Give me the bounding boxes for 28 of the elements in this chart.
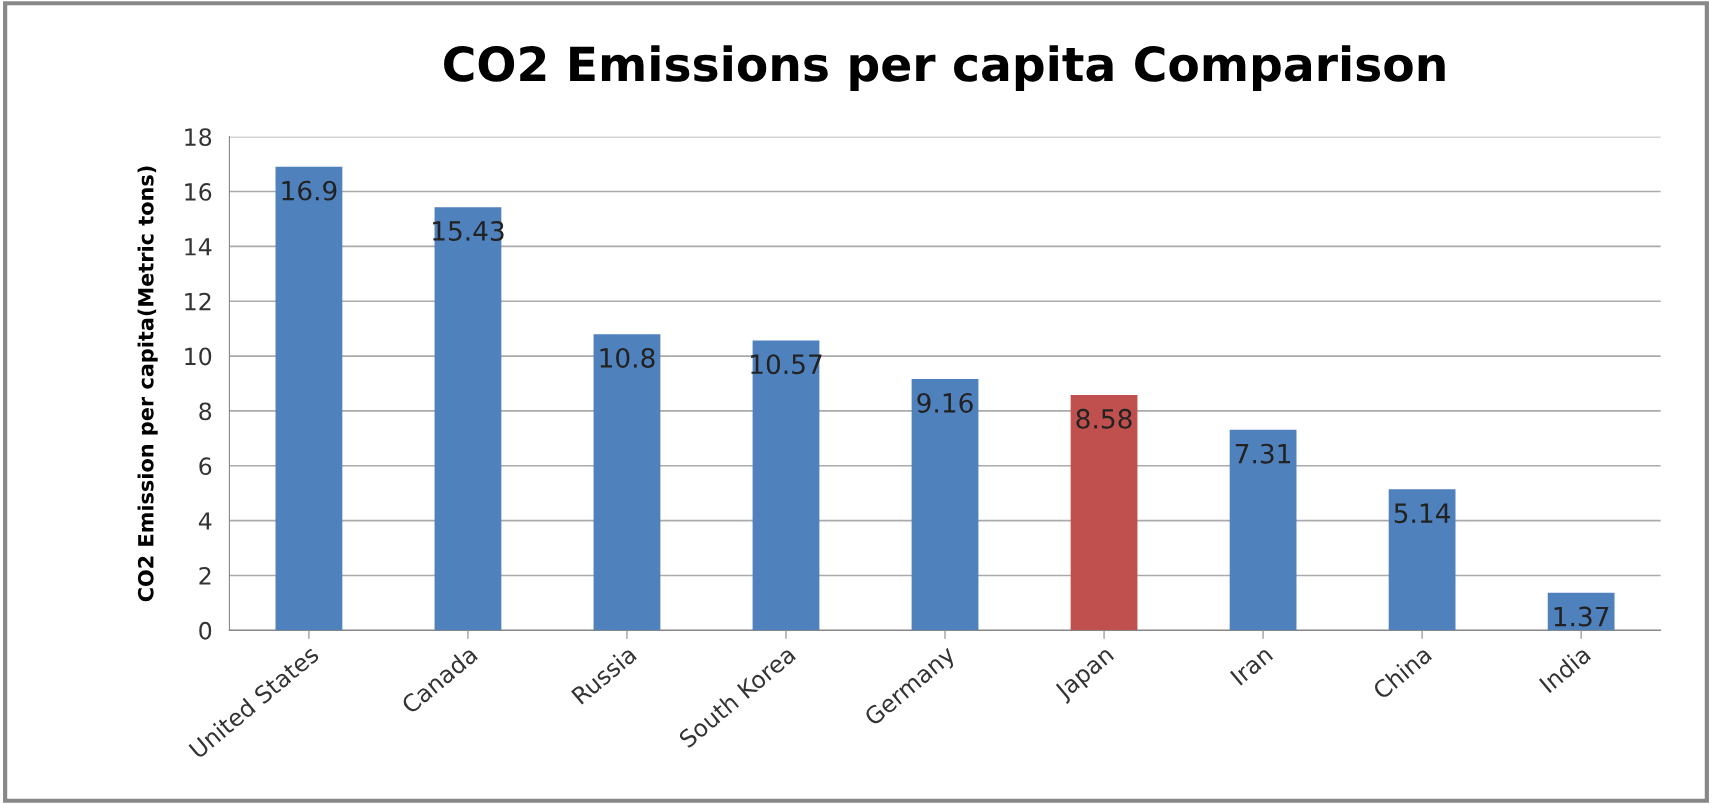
y-tick-label: 12 <box>185 292 211 311</box>
x-tick-label: Iran <box>1230 645 1274 686</box>
y-tick-label: 2 <box>199 566 211 585</box>
y-tick-label: 16 <box>185 182 212 201</box>
data-label: 1.37 <box>1554 606 1609 627</box>
bar <box>593 334 661 631</box>
bar <box>1388 489 1456 631</box>
data-label: 10.8 <box>600 347 655 368</box>
bar <box>1070 395 1138 631</box>
bar <box>752 340 820 631</box>
data-label: 9.16 <box>917 392 973 413</box>
bar <box>1229 429 1297 631</box>
y-tick-label: 0 <box>199 621 212 640</box>
y-tick-label: 8 <box>199 402 212 421</box>
y-tick-label: 18 <box>185 128 212 146</box>
chart-title: CO2 Emissions per capita Comparison <box>444 45 1445 91</box>
bar <box>434 207 502 631</box>
bar <box>911 379 979 631</box>
bar <box>275 166 343 631</box>
y-tick-label: 14 <box>185 238 212 256</box>
data-label: 7.31 <box>1235 443 1291 464</box>
data-label: 16.9 <box>282 180 337 201</box>
y-tick-label: 4 <box>198 512 212 530</box>
data-label: 8.58 <box>1076 408 1132 429</box>
y-tick-label: 6 <box>199 457 212 476</box>
data-label: 5.14 <box>1394 503 1450 524</box>
y-axis-title: CO2 Emission per capita(Metric tons) <box>137 166 158 602</box>
y-tick-label: 10 <box>185 347 212 366</box>
